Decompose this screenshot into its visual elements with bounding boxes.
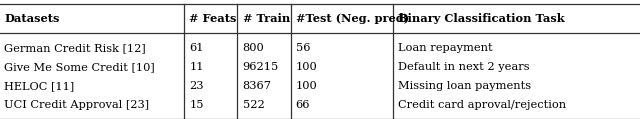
Text: 56: 56 — [296, 43, 310, 53]
Text: 23: 23 — [189, 81, 204, 91]
Text: Credit card aproval/rejection: Credit card aproval/rejection — [398, 100, 566, 110]
Text: 15: 15 — [189, 100, 204, 110]
Text: Give Me Some Credit [10]: Give Me Some Credit [10] — [4, 62, 156, 72]
Text: 8367: 8367 — [243, 81, 271, 91]
Text: 66: 66 — [296, 100, 310, 110]
Text: Default in next 2 years: Default in next 2 years — [398, 62, 530, 72]
Text: 522: 522 — [243, 100, 264, 110]
Text: Binary Classification Task: Binary Classification Task — [398, 13, 565, 24]
Text: Missing loan payments: Missing loan payments — [398, 81, 531, 91]
Text: 800: 800 — [243, 43, 264, 53]
Text: 11: 11 — [189, 62, 204, 72]
Text: 96215: 96215 — [243, 62, 279, 72]
Text: # Feats: # Feats — [189, 13, 237, 24]
Text: 100: 100 — [296, 81, 317, 91]
Text: 100: 100 — [296, 62, 317, 72]
Text: # Train: # Train — [243, 13, 290, 24]
Text: #Test (Neg. pred): #Test (Neg. pred) — [296, 13, 409, 24]
Text: HELOC [11]: HELOC [11] — [4, 81, 75, 91]
Text: Datasets: Datasets — [4, 13, 60, 24]
Text: UCI Credit Approval [23]: UCI Credit Approval [23] — [4, 100, 150, 110]
Text: 61: 61 — [189, 43, 204, 53]
Text: Loan repayment: Loan repayment — [398, 43, 493, 53]
Text: German Credit Risk [12]: German Credit Risk [12] — [4, 43, 146, 53]
